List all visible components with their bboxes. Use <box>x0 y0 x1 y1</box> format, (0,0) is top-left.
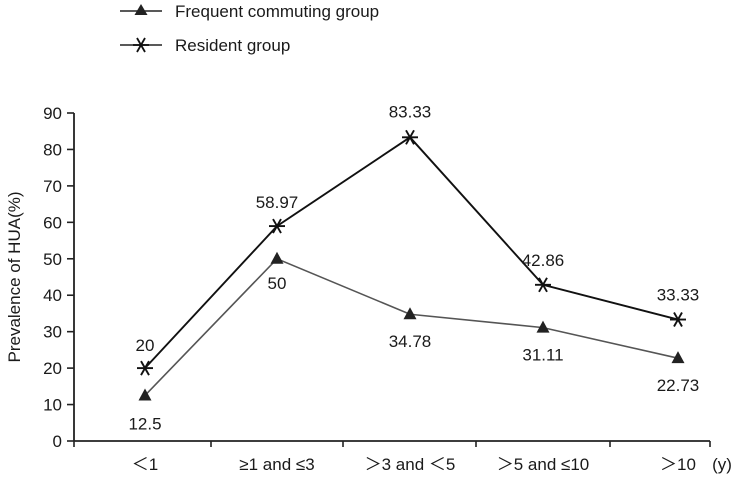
x-tick-label: ≥1 and ≤3 <box>239 455 314 474</box>
y-axis-label: Prevalence of HUA(%) <box>5 191 24 362</box>
data-label: 83.33 <box>389 102 432 121</box>
series-line <box>144 257 679 397</box>
data-label: 33.33 <box>657 286 700 305</box>
data-label: 12.5 <box>128 414 161 433</box>
data-point-asterisk <box>535 277 551 293</box>
y-tick-label: 0 <box>53 432 62 451</box>
y-axis-ticks: 0 10 20 30 40 50 60 70 80 90 <box>43 104 74 451</box>
y-tick-label: 50 <box>43 250 62 269</box>
data-point-asterisk <box>670 312 686 328</box>
data-label: 34.78 <box>389 332 432 351</box>
series-frequent-commuting: 12.5 50 34.78 31.11 22.73 <box>128 251 700 433</box>
y-tick-label: 60 <box>43 213 62 232</box>
x-tick-label: ＜1 <box>132 455 158 474</box>
y-tick-label: 20 <box>43 359 62 378</box>
legend-triangle-marker-icon <box>134 4 148 15</box>
data-point-triangle <box>138 388 152 401</box>
legend: Frequent commuting group Resident group <box>120 2 379 55</box>
y-tick-label: 90 <box>43 104 62 123</box>
x-tick-label: ＞3 and ＜5 <box>365 455 456 474</box>
legend-label-resident: Resident group <box>175 36 290 55</box>
data-label: 42.86 <box>522 251 565 270</box>
legend-asterisk-marker-icon <box>133 37 149 53</box>
y-tick-label: 80 <box>43 140 62 159</box>
x-tick-label: ＞10 <box>660 455 696 474</box>
data-point-triangle <box>270 251 284 264</box>
data-label: 31.11 <box>522 346 563 365</box>
legend-item-resident: Resident group <box>120 36 290 55</box>
data-point-asterisk <box>402 129 418 145</box>
series-layer: 12.5 50 34.78 31.11 22.73 20 58.97 83.33 42.86 33… <box>128 102 699 433</box>
y-tick-label: 40 <box>43 286 62 305</box>
y-tick-label: 70 <box>43 177 62 196</box>
y-tick-label: 10 <box>43 396 62 415</box>
data-point-asterisk <box>137 360 153 376</box>
data-point-triangle <box>536 320 550 333</box>
x-axis-ticks: ＜1 ≥1 and ≤3 ＞3 and ＜5 ＞5 and ≤10 ＞10 <box>73 441 711 474</box>
data-point-asterisk <box>269 218 285 234</box>
legend-item-frequent: Frequent commuting group <box>120 2 379 21</box>
data-label: 58.97 <box>256 193 299 212</box>
x-axis-unit: (y) <box>712 455 732 474</box>
data-label: 22.73 <box>657 376 700 395</box>
x-tick-label: ＞5 and ≤10 <box>497 455 590 474</box>
series-resident: 20 58.97 83.33 42.86 33.33 <box>136 102 700 376</box>
data-label: 20 <box>136 336 155 355</box>
data-point-triangle <box>403 307 417 320</box>
y-tick-label: 30 <box>43 323 62 342</box>
legend-label-frequent: Frequent commuting group <box>175 2 379 21</box>
data-point-triangle <box>671 351 685 364</box>
data-label: 50 <box>268 274 287 293</box>
